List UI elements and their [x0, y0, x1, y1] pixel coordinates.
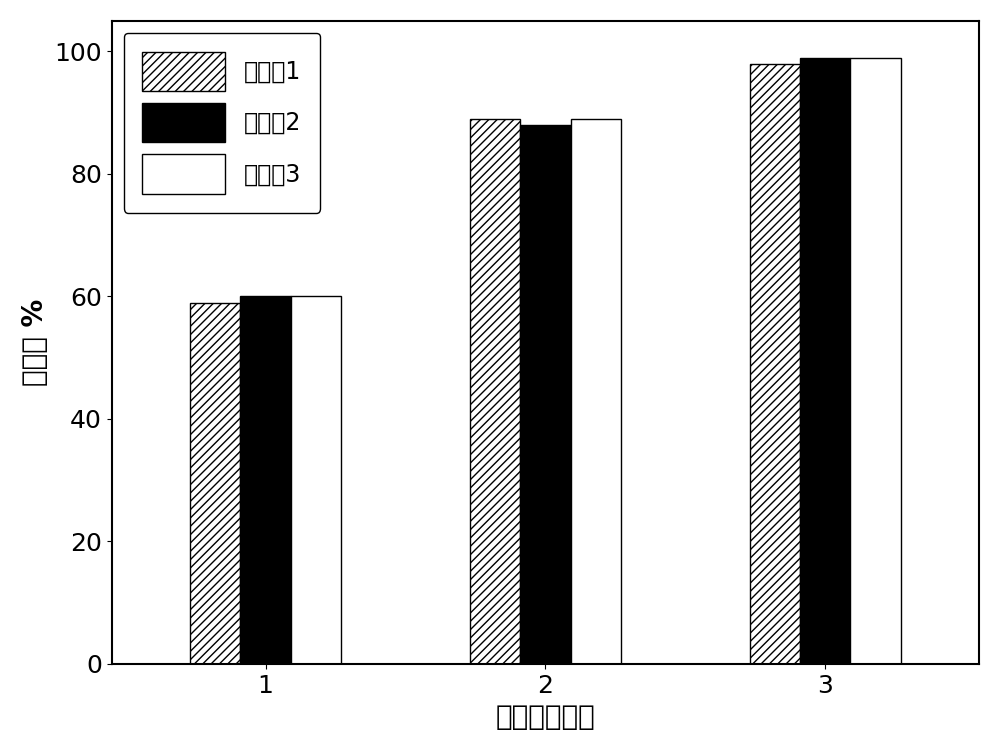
X-axis label: 时间（小时）: 时间（小时） [496, 703, 595, 731]
Legend: 实施例1, 实施例2, 实施例3: 实施例1, 实施例2, 实施例3 [124, 32, 320, 213]
Bar [750, 64, 800, 664]
Bar [190, 302, 240, 664]
Bar [520, 125, 571, 664]
Bar [240, 296, 291, 664]
Bar [850, 58, 901, 664]
Bar [571, 119, 621, 664]
Bar [800, 58, 850, 664]
Bar [291, 296, 341, 664]
Y-axis label: 抑菌率 %: 抑菌率 % [21, 299, 49, 386]
Bar [470, 119, 520, 664]
